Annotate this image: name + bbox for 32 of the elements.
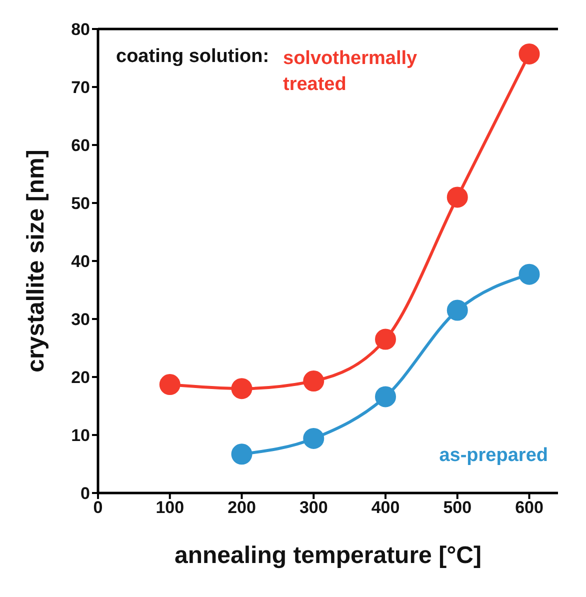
y-tick-label: 50 [71,194,90,214]
point [518,264,540,285]
x-tick-label: 500 [443,498,472,518]
y-tick-label: 80 [71,20,90,40]
point [231,444,252,465]
x-tick-label: 100 [156,498,184,518]
text: solvothermally treated [283,47,418,97]
x-tick-label: 400 [371,498,400,518]
point [159,374,180,396]
y-tick-label: 60 [71,136,90,156]
y-tick-label: 20 [71,368,90,388]
point [231,378,252,400]
y-tick-label: 30 [71,310,90,330]
y-tick-label: 0 [80,484,90,504]
point [375,328,396,350]
annotation: coating solution: [116,46,270,68]
point [518,43,540,64]
y-tick-label: 40 [71,252,90,272]
point [303,370,324,392]
y-axis-title: crystallite size [nm] [22,150,50,372]
text: as-prepared [439,444,548,468]
x-tick-label: 300 [299,498,328,518]
x-tick-label: 0 [93,498,103,518]
point [375,386,396,408]
x-axis-title: annealing temperature [°C] [174,542,482,569]
y-tick-label: 70 [71,78,90,98]
point [446,300,468,321]
point [303,428,324,449]
x-tick-label: 600 [515,498,544,518]
point [446,186,468,208]
y-tick-label: 10 [71,426,90,446]
x-tick-label: 200 [228,498,256,518]
